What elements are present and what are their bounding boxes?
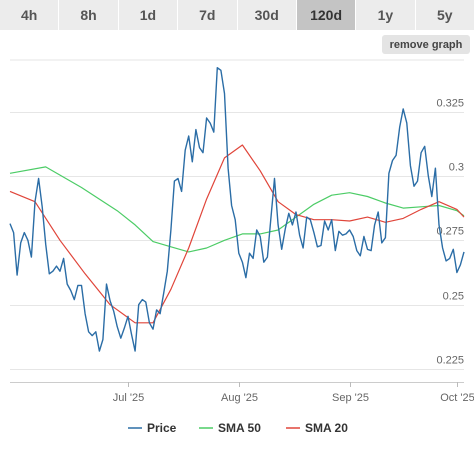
- legend-label: SMA 50: [218, 421, 261, 435]
- y-tick-label: 0.25: [443, 291, 464, 303]
- tab-30d[interactable]: 30d: [237, 0, 297, 30]
- tab-120d[interactable]: 120d: [296, 0, 357, 30]
- tab-5y[interactable]: 5y: [415, 0, 474, 30]
- y-axis-labels: 0.225 0.25 0.275 0.3 0.325: [436, 98, 464, 367]
- tab-1d[interactable]: 1d: [118, 0, 179, 30]
- x-tick-label: Oct '25: [440, 392, 474, 404]
- tab-4h[interactable]: 4h: [0, 0, 60, 30]
- tab-1y[interactable]: 1y: [356, 0, 416, 30]
- series-lines: [9, 66, 465, 352]
- timeframe-tabs: 4h 8h 1d 7d 30d 120d 1y 5y: [0, 0, 474, 30]
- y-tick-label: 0.325: [436, 98, 464, 110]
- tab-8h[interactable]: 8h: [59, 0, 119, 30]
- series-line-price: [9, 66, 465, 352]
- y-tick-label: 0.225: [436, 355, 464, 367]
- x-tick-label: Aug '25: [221, 392, 258, 404]
- y-tick-label: 0.3: [449, 162, 464, 174]
- grid-lines: [10, 59, 464, 387]
- legend-item-sma-20[interactable]: SMA 20: [286, 421, 348, 435]
- legend-item-price[interactable]: Price: [128, 421, 177, 435]
- x-axis-labels: Jul '25 Aug '25 Sep '25 Oct '25: [113, 392, 474, 404]
- price-chart: 0.225 0.25 0.275 0.3 0.325 Jul '25 Aug '25 Sep…: [9, 59, 474, 435]
- y-tick-label: 0.275: [436, 226, 464, 238]
- x-tick-label: Sep '25: [332, 392, 369, 404]
- tab-7d[interactable]: 7d: [178, 0, 238, 30]
- series-line-sma-20: [9, 144, 465, 324]
- x-tick-label: Jul '25: [113, 392, 144, 404]
- legend-item-sma-50[interactable]: SMA 50: [199, 421, 261, 435]
- legend-label: SMA 20: [305, 421, 348, 435]
- legend-label: Price: [147, 421, 177, 435]
- remove-graph-button[interactable]: remove graph: [382, 35, 470, 54]
- legend: Price SMA 50 SMA 20: [128, 421, 348, 435]
